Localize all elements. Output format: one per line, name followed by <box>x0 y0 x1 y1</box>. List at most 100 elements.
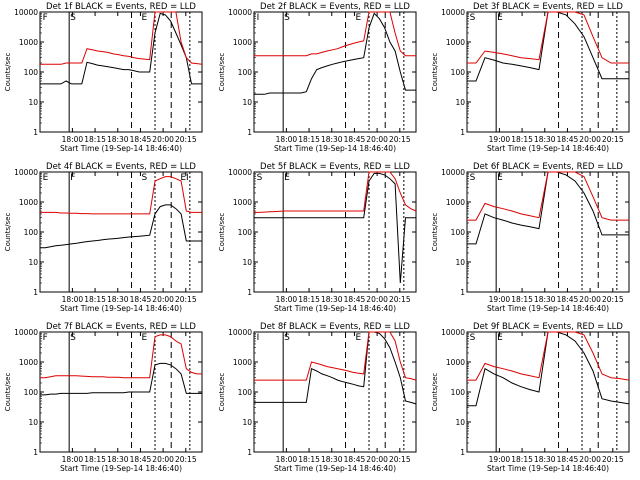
series-events-line <box>40 204 202 249</box>
y-tick-label: 1000 <box>233 358 252 367</box>
y-tick-label: 1000 <box>233 198 252 207</box>
y-tick-label: 10 <box>242 98 252 107</box>
series-lld-line <box>254 331 417 381</box>
y-axis-label: Counts/sec <box>431 373 439 412</box>
event-marker-label: S <box>70 13 76 23</box>
x-tick-label: 18:15 <box>511 135 533 144</box>
plot-frame <box>39 171 203 293</box>
y-tick-label: 100 <box>238 228 253 237</box>
x-tick-label: 20:15 <box>389 295 411 304</box>
chart-title: Det 5f BLACK = Events, RED = LLD <box>260 162 410 172</box>
x-tick-label: 18:30 <box>107 295 129 304</box>
plot-frame <box>466 331 630 453</box>
x-tick-label: 18:00 <box>62 455 84 464</box>
event-marker-label: E <box>497 173 503 183</box>
chart-title: Det 2f BLACK = Events, RED = LLD <box>260 2 410 12</box>
y-tick-label: 10 <box>455 418 465 427</box>
series-events-line <box>254 331 417 405</box>
x-tick-label: 18:15 <box>84 295 106 304</box>
x-tick-label: 18:30 <box>107 455 129 464</box>
x-tick-label: 20:00 <box>152 455 174 464</box>
y-tick-label: 1 <box>460 288 465 297</box>
x-axis-label: Start Time (19-Sep-14 18:46:40) <box>487 464 609 473</box>
chart-title: Det 4f BLACK = Events, RED = LLD <box>46 162 196 172</box>
y-tick-label: 10000 <box>441 328 465 337</box>
y-tick-label: 10000 <box>14 8 38 17</box>
x-tick-label: 20:15 <box>602 135 624 144</box>
y-tick-label: 100 <box>24 228 39 237</box>
x-tick-label: 20:15 <box>175 295 197 304</box>
event-marker-label: E <box>284 173 290 183</box>
x-tick-label: 18:30 <box>534 295 556 304</box>
x-axis-label: Start Time (19-Sep-14 18:46:40) <box>274 144 396 153</box>
event-marker-label: S <box>470 173 476 183</box>
x-tick-label: 20:15 <box>175 135 197 144</box>
x-tick-label: 20:00 <box>366 135 388 144</box>
x-tick-label: 18:00 <box>276 135 298 144</box>
y-axis-label: Counts/sec <box>4 53 12 92</box>
y-tick-label: 1 <box>247 448 252 457</box>
y-tick-label: 1 <box>247 288 252 297</box>
x-tick-label: 18:15 <box>298 455 320 464</box>
y-tick-label: 100 <box>451 68 466 77</box>
event-marker-label: S <box>470 333 476 343</box>
x-tick-label: 18:15 <box>298 295 320 304</box>
event-marker-label: S <box>70 333 76 343</box>
event-marker-label: S <box>284 333 290 343</box>
series-events-line <box>467 331 630 407</box>
y-tick-label: 100 <box>24 68 39 77</box>
chart-panel-1: Det 1f BLACK = Events, RED = LLD 1 10 100 10… <box>4 2 203 153</box>
plot-frame <box>466 171 630 293</box>
x-tick-label: 18:00 <box>276 295 298 304</box>
event-marker-label: S <box>257 173 263 183</box>
series-lld-line <box>254 11 416 57</box>
event-marker-label: S <box>470 13 476 23</box>
x-tick-label: 18:45 <box>130 295 152 304</box>
series-lld-line <box>40 334 202 379</box>
y-tick-label: 10000 <box>14 328 38 337</box>
x-tick-label: 18:45 <box>344 295 366 304</box>
event-marker-label: E <box>355 333 361 343</box>
series-lld-line <box>254 171 417 213</box>
y-axis-label: Counts/sec <box>4 213 12 252</box>
x-tick-label: 18:30 <box>321 455 343 464</box>
y-tick-label: 1 <box>460 128 465 137</box>
x-tick-label: 18:30 <box>107 135 129 144</box>
series-events-line <box>254 12 416 95</box>
y-tick-label: 100 <box>451 388 466 397</box>
x-tick-label: 18:15 <box>84 455 106 464</box>
x-tick-label: 20:15 <box>389 455 411 464</box>
x-tick-label: 20:15 <box>389 135 411 144</box>
y-tick-label: 10000 <box>228 328 252 337</box>
y-tick-label: 10 <box>28 418 38 427</box>
plot-frame <box>253 171 417 293</box>
x-tick-label: 18:45 <box>344 135 366 144</box>
y-tick-label: 1 <box>33 288 38 297</box>
chart-title: Det 7f BLACK = Events, RED = LLD <box>46 322 196 332</box>
y-tick-label: 10 <box>28 258 38 267</box>
event-marker-label: E <box>141 13 147 23</box>
y-axis-label: Counts/sec <box>218 53 226 92</box>
y-tick-label: 1 <box>33 128 38 137</box>
chart-panel-2: Det 2f BLACK = Events, RED = LLD 1 10 100 10… <box>218 2 417 153</box>
event-marker-label: E <box>355 13 361 23</box>
x-axis-label: Start Time (19-Sep-14 18:46:40) <box>274 304 396 313</box>
y-axis-label: Counts/sec <box>218 373 226 412</box>
y-tick-label: 100 <box>238 388 253 397</box>
event-marker-label: E <box>497 13 503 23</box>
y-tick-label: 10 <box>28 98 38 107</box>
chart-panel-6: Det 6f BLACK = Events, RED = LLD 1 10 100 10… <box>431 162 630 313</box>
x-tick-label: 18:45 <box>130 455 152 464</box>
x-tick-label: 20:15 <box>602 455 624 464</box>
plot-frame <box>466 11 630 133</box>
x-tick-label: 18:15 <box>511 455 533 464</box>
x-tick-label: 18:30 <box>534 455 556 464</box>
y-tick-label: 10 <box>242 258 252 267</box>
x-tick-label: 20:00 <box>579 455 601 464</box>
x-tick-label: 20:00 <box>152 295 174 304</box>
event-marker-label: I <box>257 333 260 343</box>
chart-panel-9: Det 9f BLACK = Events, RED = LLD 1 10 100 10… <box>431 322 630 473</box>
y-axis-label: Counts/sec <box>218 213 226 252</box>
x-tick-label: 18:30 <box>534 135 556 144</box>
